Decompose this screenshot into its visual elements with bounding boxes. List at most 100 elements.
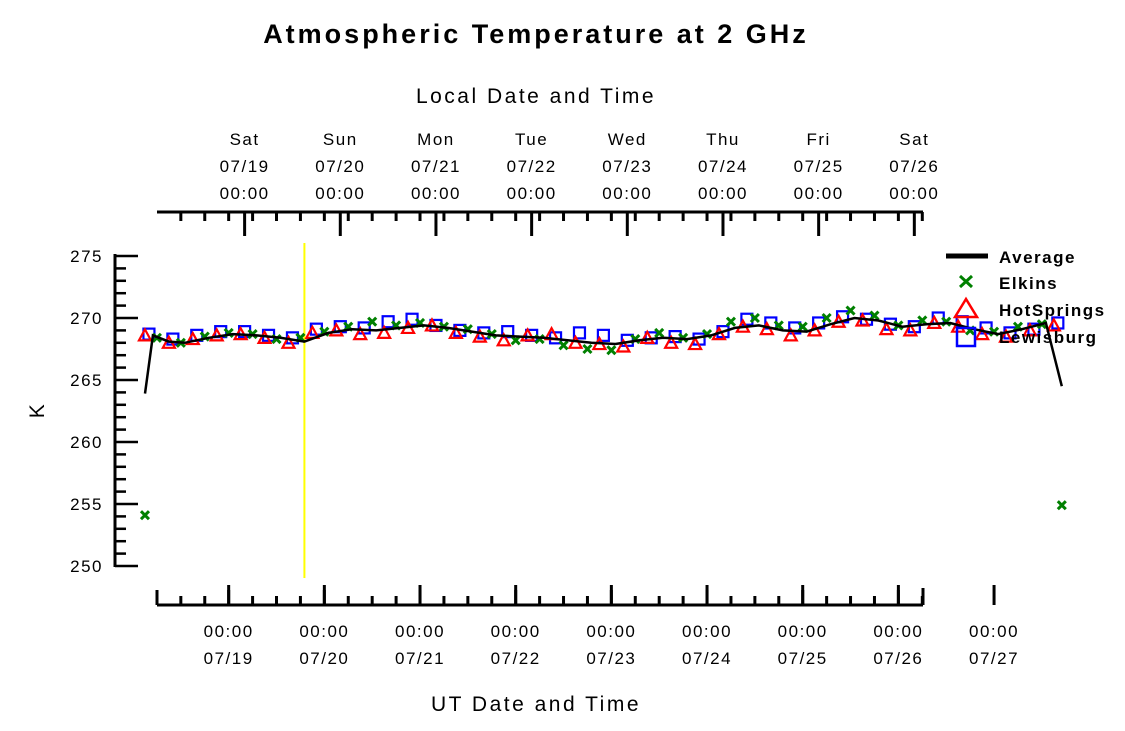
data-point-hotsprings xyxy=(782,327,799,342)
top-tick-date: 07/23 xyxy=(602,157,652,176)
data-point-hotsprings xyxy=(1022,322,1038,337)
bottom-tick-date: 07/20 xyxy=(299,649,349,668)
bottom-tick-date: 07/21 xyxy=(395,649,445,668)
series-line-average xyxy=(143,316,1064,394)
x-stroke xyxy=(558,340,569,351)
data-point-elkins xyxy=(1056,500,1067,511)
top-tick-date: 07/21 xyxy=(411,157,461,176)
bottom-tick-date: 07/27 xyxy=(969,649,1019,668)
data-point-hotsprings xyxy=(663,334,680,349)
y-tick-label: 275 xyxy=(70,247,103,266)
bottom-tick-date: 07/26 xyxy=(873,649,923,668)
data-point-elkins xyxy=(845,305,856,316)
top-tick-time: 00:00 xyxy=(602,184,652,203)
x-stroke xyxy=(582,343,593,355)
top-tick-day: Sat xyxy=(899,130,929,149)
data-point-hotsprings xyxy=(328,322,345,337)
data-point-hotsprings xyxy=(280,334,297,349)
data-point-hotsprings xyxy=(1045,317,1062,332)
data-point-elkins xyxy=(582,343,593,355)
x-stroke xyxy=(725,316,737,327)
x-stroke xyxy=(869,310,880,321)
bottom-tick-time: 00:00 xyxy=(586,622,636,641)
y-tick-label: 265 xyxy=(70,371,103,390)
data-point-hotsprings xyxy=(902,322,919,337)
x-stroke xyxy=(654,327,665,338)
data-point-elkins xyxy=(725,316,737,327)
top-tick-time: 00:00 xyxy=(794,184,844,203)
data-point-elkins xyxy=(606,345,617,356)
data-point-elkins xyxy=(869,310,880,321)
data-point-elkins xyxy=(139,510,151,521)
data-point-hotsprings xyxy=(878,320,895,336)
x-stroke xyxy=(534,334,545,345)
bottom-tick-date: 07/19 xyxy=(204,649,254,668)
top-tick-time: 00:00 xyxy=(411,184,461,203)
data-point-hotsprings xyxy=(137,327,153,342)
legend-swatch-triangle xyxy=(952,296,980,319)
series-average xyxy=(143,316,1064,394)
data-point-hotsprings xyxy=(471,328,488,343)
top-axis-label: Local Date and Time xyxy=(416,85,656,108)
data-point-hotsprings xyxy=(184,330,201,346)
data-point-elkins xyxy=(654,327,665,338)
data-point-hotsprings xyxy=(376,324,392,339)
legend-entry-lewisburg: Lewisburg xyxy=(955,326,1096,348)
y-tick-label: 270 xyxy=(70,309,103,328)
data-point-elkins xyxy=(558,340,569,351)
y-axis-label: K xyxy=(26,402,49,419)
axes: 250 255 260 265 270 275 00:00 07/19 00:00 07/20 00… xyxy=(70,130,1019,668)
x-stroke xyxy=(749,312,760,324)
x-stroke xyxy=(606,345,617,356)
bottom-axis-label: UT Date and Time xyxy=(431,693,641,716)
legend-label: Elkins xyxy=(999,274,1058,293)
data-point-hotsprings xyxy=(495,332,512,347)
chart-title: Atmospheric Temperature at 2 GHz xyxy=(263,19,809,49)
top-tick-date: 07/20 xyxy=(315,157,365,176)
data-point-elkins xyxy=(797,321,808,332)
legend-swatch-x xyxy=(958,274,974,289)
data-point-elkins xyxy=(821,312,832,324)
data-point-lewisburg xyxy=(572,326,587,340)
top-tick-time: 00:00 xyxy=(507,184,557,203)
x-stroke xyxy=(139,510,151,521)
x-stroke xyxy=(821,312,832,324)
y-tick-label: 250 xyxy=(70,557,103,576)
data-point-hotsprings xyxy=(639,329,656,344)
data-point-hotsprings xyxy=(448,324,464,339)
top-tick-date: 07/25 xyxy=(794,157,844,176)
data-point-elkins xyxy=(749,312,760,324)
x-stroke xyxy=(988,326,1000,337)
bottom-tick-time: 00:00 xyxy=(873,622,923,641)
bottom-tick-time: 00:00 xyxy=(204,622,254,641)
bottom-tick-time: 00:00 xyxy=(778,622,828,641)
top-tick-date: 07/24 xyxy=(698,157,748,176)
bottom-tick-time: 00:00 xyxy=(969,622,1019,641)
top-tick-time: 00:00 xyxy=(698,184,748,203)
top-tick-time: 00:00 xyxy=(889,184,939,203)
top-tick-day: Wed xyxy=(608,130,647,149)
top-tick-day: Sat xyxy=(230,130,260,149)
legend-entry-elkins: Elkins xyxy=(958,274,1058,293)
legend-entry-hotsprings: HotSprings xyxy=(952,296,1104,320)
data-point-hotsprings xyxy=(998,328,1014,343)
data-point-elkins xyxy=(367,316,378,327)
legend-entry-average: Average xyxy=(946,248,1074,267)
bottom-tick-time: 00:00 xyxy=(395,622,445,641)
bottom-tick-time: 00:00 xyxy=(491,622,541,641)
bottom-tick-date: 07/22 xyxy=(491,649,541,668)
x-stroke xyxy=(845,305,856,316)
data-point-hotsprings xyxy=(974,325,990,341)
top-tick-date: 07/22 xyxy=(507,157,557,176)
bottom-tick-date: 07/24 xyxy=(682,649,732,668)
x-stroke xyxy=(797,321,808,332)
data-point-hotsprings xyxy=(615,338,632,353)
top-tick-day: Thu xyxy=(706,130,740,149)
top-tick-day: Tue xyxy=(515,130,548,149)
x-stroke xyxy=(917,315,928,326)
data-point-hotsprings xyxy=(352,325,369,341)
data-point-hotsprings xyxy=(519,327,536,342)
x-stroke xyxy=(367,316,378,327)
plot-area xyxy=(137,243,1067,578)
